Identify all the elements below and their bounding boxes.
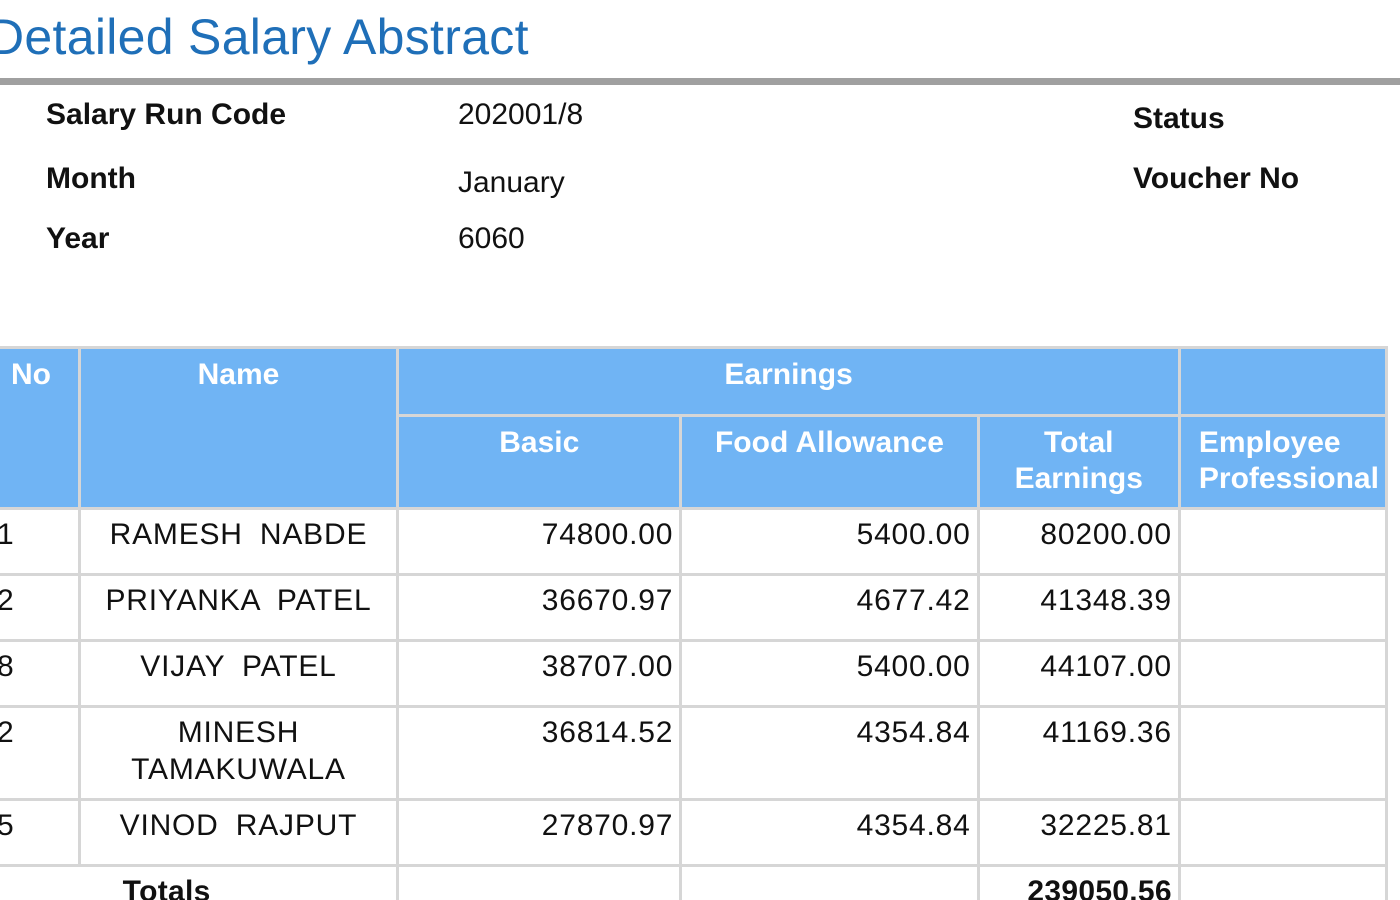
row-total-earnings: 44107.00 — [976, 639, 1181, 708]
row-deduction-cell — [1177, 798, 1389, 867]
row-total-earnings: 80200.00 — [976, 507, 1181, 576]
row-total-earnings: 41348.39 — [976, 573, 1181, 642]
salary-run-code-value: 202001/8 — [458, 98, 584, 131]
row-total-earnings: 32225.81 — [976, 798, 1181, 867]
row-deduction-cell — [1177, 705, 1389, 801]
row-total-earnings: 41169.36 — [976, 705, 1181, 801]
totals-label: Totals — [0, 864, 400, 900]
table-row: 5 VINOD RAJPUT 27870.97 4354.84 32225.81 — [0, 798, 1389, 867]
row-basic: 36814.52 — [396, 705, 683, 801]
voucher-no-label: Voucher No — [1133, 162, 1300, 195]
year-value: 6060 — [458, 222, 525, 255]
row-no: 2 — [0, 705, 81, 801]
row-name: RAMESH NABDE — [77, 507, 400, 576]
row-name: MINESH TAMAKUWALA — [77, 705, 400, 801]
row-no: 5 — [0, 798, 81, 867]
totals-deduction-cell — [1177, 864, 1389, 900]
row-food-allowance: 4677.42 — [679, 573, 980, 642]
salary-table: No Name Earnings Basic Food Allowance To… — [0, 346, 1389, 900]
totals-row: Totals 239050.56 — [0, 864, 1389, 900]
row-basic: 74800.00 — [396, 507, 683, 576]
column-group-earnings: Earnings — [396, 346, 1181, 417]
salary-run-code-label: Salary Run Code — [46, 98, 287, 131]
year-label: Year — [46, 222, 110, 255]
column-group-deductions — [1177, 346, 1389, 417]
row-name: PRIYANKA PATEL — [77, 573, 400, 642]
column-header-no: No — [0, 346, 81, 510]
column-header-name: Name — [77, 346, 400, 510]
row-deduction-cell — [1177, 573, 1389, 642]
totals-basic — [396, 864, 683, 900]
month-label: Month — [46, 162, 136, 195]
row-deduction-cell — [1177, 639, 1389, 708]
table-row: 2 PRIYANKA PATEL 36670.97 4677.42 41348.… — [0, 573, 1389, 642]
row-basic: 36670.97 — [396, 573, 683, 642]
row-no: 2 — [0, 573, 81, 642]
table-row: 2 MINESH TAMAKUWALA 36814.52 4354.84 411… — [0, 705, 1389, 801]
page-title: Detailed Salary Abstract — [0, 9, 529, 65]
row-food-allowance: 5400.00 — [679, 507, 980, 576]
row-no: 1 — [0, 507, 81, 576]
row-food-allowance: 5400.00 — [679, 639, 980, 708]
row-name: VIJAY PATEL — [77, 639, 400, 708]
row-name: VINOD RAJPUT — [77, 798, 400, 867]
column-header-total-earnings: Total Earnings — [976, 414, 1181, 510]
row-food-allowance: 4354.84 — [679, 798, 980, 867]
table-row: 1 RAMESH NABDE 74800.00 5400.00 80200.00 — [0, 507, 1389, 576]
month-value: January — [458, 166, 565, 199]
row-food-allowance: 4354.84 — [679, 705, 980, 801]
column-header-employee-professional: Employee Professional — [1177, 414, 1389, 510]
row-deduction-cell — [1177, 507, 1389, 576]
status-label: Status — [1133, 102, 1225, 135]
table-row: 8 VIJAY PATEL 38707.00 5400.00 44107.00 — [0, 639, 1389, 708]
title-divider — [0, 78, 1400, 85]
column-header-basic: Basic — [396, 414, 683, 510]
totals-total-earnings: 239050.56 — [976, 864, 1181, 900]
row-no: 8 — [0, 639, 81, 708]
row-basic: 27870.97 — [396, 798, 683, 867]
row-basic: 38707.00 — [396, 639, 683, 708]
totals-food-allowance — [679, 864, 980, 900]
column-header-food-allowance: Food Allowance — [679, 414, 980, 510]
